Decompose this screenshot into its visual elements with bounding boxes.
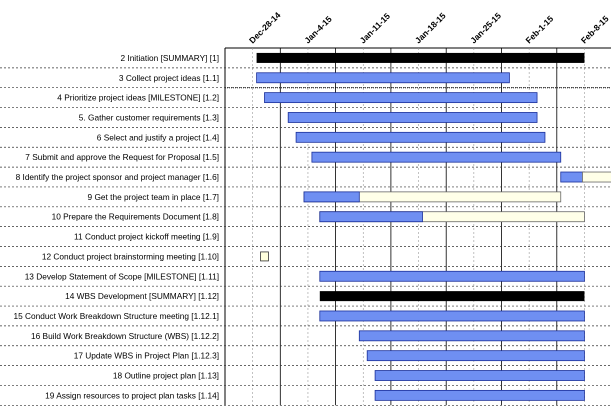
task-row: 16 Build Work Breakdown Structure (WBS) … (0, 330, 611, 347)
task-bar (264, 92, 538, 104)
task-label: 19 Assign resources to project plan task… (45, 390, 219, 400)
date-label: Feb-1-15 (523, 13, 555, 45)
summary-bar (256, 52, 585, 63)
task-label: 14 WBS Development [SUMMARY] [1.12] (65, 291, 219, 301)
date-label: Jan-4-15 (302, 14, 334, 46)
task-bar (358, 330, 585, 342)
task-rows: 2 Initiation [SUMMARY] [1] 3 Collect proj… (0, 52, 611, 406)
date-label: Jan-11-15 (358, 11, 393, 46)
task-row: 12 Conduct project brainstorming meeting… (0, 251, 611, 267)
task-label: 12 Conduct project brainstorming meeting… (42, 251, 219, 261)
task-label: 18 Outline project plan [1.13] (113, 371, 219, 381)
task-label: 7 Submit and approve the Request for Pro… (25, 152, 219, 162)
summary-bar (319, 291, 585, 302)
task-row: 6 Select and justify a project [1.4] (0, 131, 611, 148)
date-label: Jan-18-15 (413, 10, 448, 45)
task-bar (319, 310, 585, 322)
task-bar (560, 171, 585, 183)
task-progress-bar (319, 211, 423, 223)
milestone-marker (260, 251, 269, 262)
task-remaining-bar (582, 171, 611, 183)
task-bar (256, 72, 510, 84)
task-row: 10 Prepare the Requirements Document [1.… (0, 211, 611, 227)
task-label: 3 Collect project ideas [1.1] (119, 73, 219, 83)
task-row: 5. Gather customer requirements [1.3] (0, 112, 611, 128)
date-label: Dec-28-14 (247, 10, 283, 46)
task-label: 10 Prepare the Requirements Document [1.… (52, 212, 219, 222)
task-row: 7 Submit and approve the Request for Pro… (0, 151, 611, 168)
task-progress-bar (303, 191, 360, 203)
task-label: 2 Initiation [SUMMARY] [1] (120, 53, 219, 63)
task-bar (319, 270, 585, 282)
task-bar (311, 151, 562, 163)
task-label: 13 Develop Statement of Scope [MILESTONE… (25, 271, 219, 281)
task-label: 9 Get the project team in place [1.7] (88, 192, 219, 202)
task-row: 13 Develop Statement of Scope [MILESTONE… (0, 270, 611, 287)
date-label: Jan-25-15 (468, 10, 503, 45)
task-row: 3 Collect project ideas [1.1] (0, 72, 611, 89)
task-row: 17 Update WBS in Project Plan [1.12.3] (0, 350, 611, 366)
task-row: 15 Conduct Work Breakdown Structure meet… (0, 310, 611, 327)
task-row: 18 Outline project plan [1.13] (0, 370, 611, 386)
task-row: 19 Assign resources to project plan task… (0, 389, 611, 406)
task-label: 8 Identify the project sponsor and proje… (16, 172, 219, 182)
task-row: 4 Prioritize project ideas [MILESTONE] [… (0, 92, 611, 108)
task-label: 5. Gather customer requirements [1.3] (79, 112, 219, 122)
task-row: 2 Initiation [SUMMARY] [1] (0, 52, 611, 69)
task-bar (374, 370, 585, 381)
task-bar (287, 112, 538, 123)
task-bar (374, 389, 585, 401)
task-label: 16 Build Work Breakdown Structure (WBS) … (31, 331, 219, 341)
task-label: 11 Conduct project kickoff meeting [1.9] (74, 232, 219, 242)
task-bar (295, 131, 546, 143)
date-header: Dec-28-14 Jan-4-15 Jan-11-15 Jan-18-15 Jan-2… (247, 10, 611, 46)
task-row: 9 Get the project team in place [1.7] (0, 191, 611, 208)
task-row: 14 WBS Development [SUMMARY] [1.12] (0, 291, 611, 307)
task-label: 15 Conduct Work Breakdown Structure meet… (13, 311, 219, 321)
task-row: 11 Conduct project kickoff meeting [1.9] (0, 232, 611, 247)
task-bar (366, 350, 585, 362)
task-row: 8 Identify the project sponsor and proje… (0, 171, 611, 188)
date-label: Feb-8-15 (579, 13, 611, 45)
task-label: 6 Select and justify a project [1.4] (97, 132, 219, 142)
task-label: 17 Update WBS in Project Plan [1.12.3] (74, 351, 219, 361)
task-label: 4 Prioritize project ideas [MILESTONE] [… (57, 93, 219, 103)
